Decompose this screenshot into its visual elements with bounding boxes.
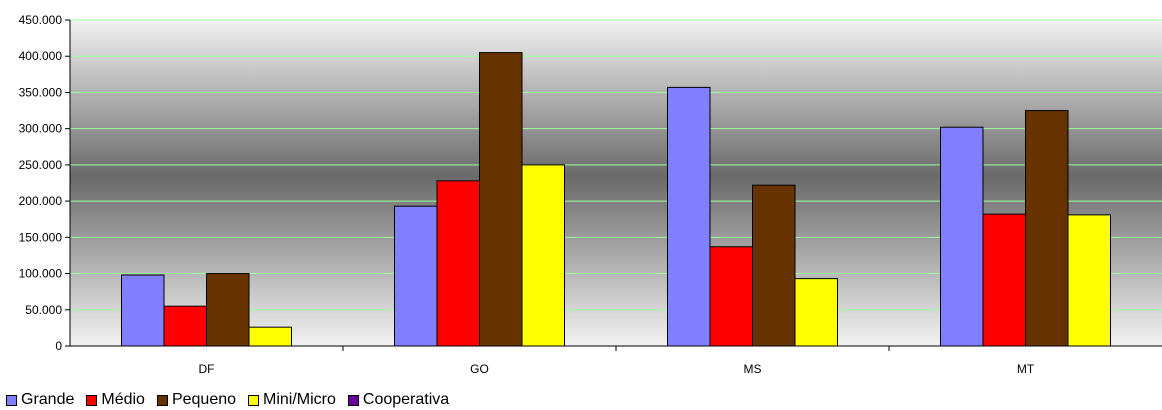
legend-item-pequeno: Pequeno bbox=[156, 391, 237, 409]
legend-item-cooperativa: Cooperativa bbox=[347, 391, 450, 409]
bar-df-mini-micro bbox=[248, 326, 292, 347]
legend-swatch bbox=[248, 394, 260, 406]
bar-mt-m-dio bbox=[982, 213, 1026, 347]
x-tick-labels: DF GO MS MT bbox=[199, 362, 1035, 376]
y-tick-label: 50.000 bbox=[25, 303, 62, 317]
x-tick-label: GO bbox=[470, 362, 489, 376]
y-tick-label: 400.000 bbox=[19, 49, 63, 63]
y-tick-labels: 0 50.000 100.000 150.000 200.000 250.000 300.0… bbox=[19, 13, 63, 353]
bar-ms-m-dio bbox=[709, 246, 753, 347]
gridlines bbox=[70, 19, 1162, 311]
bar-chart: 0 50.000 100.000 150.000 200.000 250.000 300.0… bbox=[19, 13, 1162, 376]
y-tick-label: 200.000 bbox=[19, 194, 63, 208]
legend-swatch bbox=[86, 394, 98, 406]
y-tick-label: 300.000 bbox=[19, 122, 63, 136]
bar-mt-mini-micro bbox=[1067, 214, 1111, 347]
x-tick-label: MS bbox=[744, 362, 762, 376]
x-tick-label: MT bbox=[1017, 362, 1035, 376]
y-tick-label: 100.000 bbox=[19, 267, 63, 281]
bar-df-grande bbox=[121, 274, 165, 347]
bars bbox=[121, 52, 1111, 347]
y-tick-label: 0 bbox=[55, 339, 62, 353]
bar-ms-pequeno bbox=[752, 184, 796, 347]
legend-label: Mini/Micro bbox=[263, 391, 336, 408]
y-tick-label: 350.000 bbox=[19, 85, 63, 99]
bar-ms-mini-micro bbox=[794, 278, 838, 347]
legend: Grande Médio Pequeno Mini/Micro Cooperativa bbox=[6, 391, 461, 409]
x-tick-label: DF bbox=[199, 362, 215, 376]
bar-go-grande bbox=[394, 205, 438, 347]
legend-item-m-dio: Médio bbox=[86, 391, 145, 409]
legend-item-mini-micro: Mini/Micro bbox=[248, 391, 336, 409]
legend-label: Cooperativa bbox=[362, 391, 450, 408]
bar-ms-grande bbox=[667, 86, 711, 347]
legend-label: Médio bbox=[101, 391, 145, 408]
legend-swatch bbox=[347, 394, 359, 406]
bar-mt-pequeno bbox=[1025, 110, 1069, 347]
legend-swatch bbox=[156, 394, 168, 406]
legend-label: Pequeno bbox=[171, 391, 237, 408]
legend-item-grande: Grande bbox=[6, 391, 74, 409]
y-tick-label: 450.000 bbox=[19, 13, 63, 27]
bar-df-m-dio bbox=[163, 305, 207, 347]
bar-go-m-dio bbox=[436, 180, 480, 347]
y-tick-label: 250.000 bbox=[19, 158, 63, 172]
y-tick-label: 150.000 bbox=[19, 230, 63, 244]
bar-df-pequeno bbox=[206, 273, 250, 347]
bar-go-pequeno bbox=[479, 52, 523, 347]
bar-mt-grande bbox=[940, 126, 984, 347]
legend-label: Grande bbox=[21, 391, 75, 408]
bar-go-mini-micro bbox=[521, 164, 565, 347]
legend-swatch bbox=[6, 394, 17, 406]
